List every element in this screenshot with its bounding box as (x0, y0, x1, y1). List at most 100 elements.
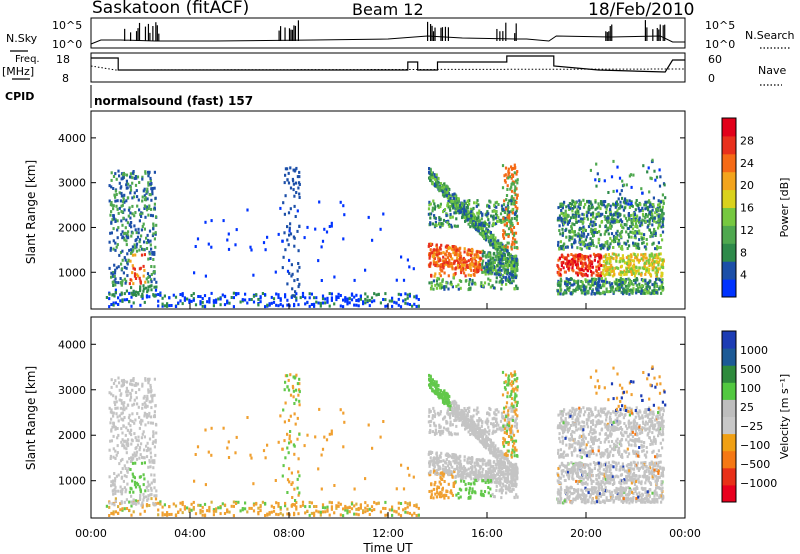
power-cell (199, 300, 202, 304)
power-cell (139, 245, 142, 248)
power-cell (120, 267, 124, 271)
power-cell (114, 283, 117, 287)
power-cell (442, 210, 445, 214)
freq-left-tick-top: 18 (56, 53, 70, 66)
velocity-cell (239, 509, 242, 513)
velocity-cell (208, 505, 211, 509)
power-cell (122, 198, 125, 201)
power-cell (477, 229, 480, 233)
power-cell (594, 278, 597, 281)
power-cell (622, 257, 625, 261)
power-cell (128, 223, 132, 227)
power-cell (625, 290, 628, 294)
power-cell (646, 219, 649, 223)
power-cell (661, 223, 664, 227)
power-cell (466, 204, 469, 207)
power-cell (477, 224, 480, 228)
velocity-cell (359, 506, 362, 510)
power-cell (601, 264, 604, 268)
power-cell (603, 290, 606, 294)
power-cell (661, 219, 665, 223)
power-cell (586, 274, 589, 278)
power-cell (588, 261, 591, 265)
velocity-cell (188, 507, 191, 511)
power-cell (601, 284, 604, 288)
power-cell (516, 170, 519, 173)
power-cell (618, 278, 621, 282)
power-cell (661, 273, 664, 277)
velocity-cell (143, 394, 146, 398)
velocity-cell (415, 505, 418, 509)
power-cell (257, 297, 260, 301)
velocity-cell (136, 402, 139, 406)
power-cell (141, 199, 144, 203)
velocity-cell (190, 502, 193, 506)
power-cell (661, 211, 664, 215)
velocity-cell (138, 448, 141, 452)
power-cell (133, 293, 136, 297)
power-cell (509, 222, 512, 226)
power-cell (239, 300, 242, 304)
velocity-cell (141, 501, 144, 505)
velocity-cell (140, 436, 143, 440)
power-cell (598, 283, 601, 287)
velocity-cell (337, 501, 340, 505)
velocity-cell (277, 440, 280, 444)
velocity-cell (152, 435, 155, 439)
power-cell (137, 227, 140, 231)
power-cell (558, 224, 561, 228)
velocity-cell (149, 493, 152, 497)
power-cell (368, 298, 371, 302)
power-cell (130, 225, 133, 229)
power-cell (614, 288, 617, 292)
power-cell (515, 214, 519, 218)
velocity-cell (123, 464, 126, 468)
power-cell (595, 289, 599, 293)
velocity-cell (283, 439, 286, 443)
power-cell (599, 291, 602, 295)
power-cell (183, 296, 186, 300)
power-cell (606, 220, 609, 224)
velocity-cell (147, 390, 150, 394)
power-cell (499, 275, 502, 279)
power-cell (129, 211, 132, 215)
power-cell (445, 214, 448, 218)
power-cell (281, 266, 284, 270)
velocity-cell (131, 472, 134, 476)
power-cell (642, 214, 645, 218)
power-cell (615, 212, 619, 215)
power-cell (463, 263, 466, 267)
power-cell (558, 229, 561, 232)
power-cell (646, 266, 649, 270)
velocity-cell (113, 503, 116, 507)
power-cell (513, 287, 516, 291)
power-cell (501, 280, 504, 284)
power-cell (112, 175, 116, 178)
power-cell (121, 258, 124, 262)
power-cell (473, 201, 476, 205)
power-cell (574, 202, 577, 206)
velocity-cell (120, 401, 123, 405)
power-cell (477, 223, 480, 227)
velocity-cell (128, 431, 132, 435)
power-cell (566, 283, 569, 286)
power-cell (481, 251, 484, 255)
power-cell (596, 206, 599, 210)
velocity-cell (151, 421, 154, 425)
power-cell (513, 180, 516, 184)
power-cell (493, 240, 496, 244)
power-cell (217, 297, 220, 301)
power-cell (561, 227, 564, 231)
power-cell (503, 174, 506, 178)
power-cell (623, 290, 626, 294)
power-cell (472, 220, 475, 223)
velocity-cell (406, 502, 409, 506)
power-cell (215, 298, 218, 302)
power-cell (429, 222, 432, 226)
power-cell (433, 207, 436, 211)
velocity-cell (395, 487, 398, 491)
velocity-cell (458, 487, 461, 491)
power-cell (499, 245, 502, 249)
power-cell (582, 285, 585, 289)
power-cell (235, 293, 238, 297)
